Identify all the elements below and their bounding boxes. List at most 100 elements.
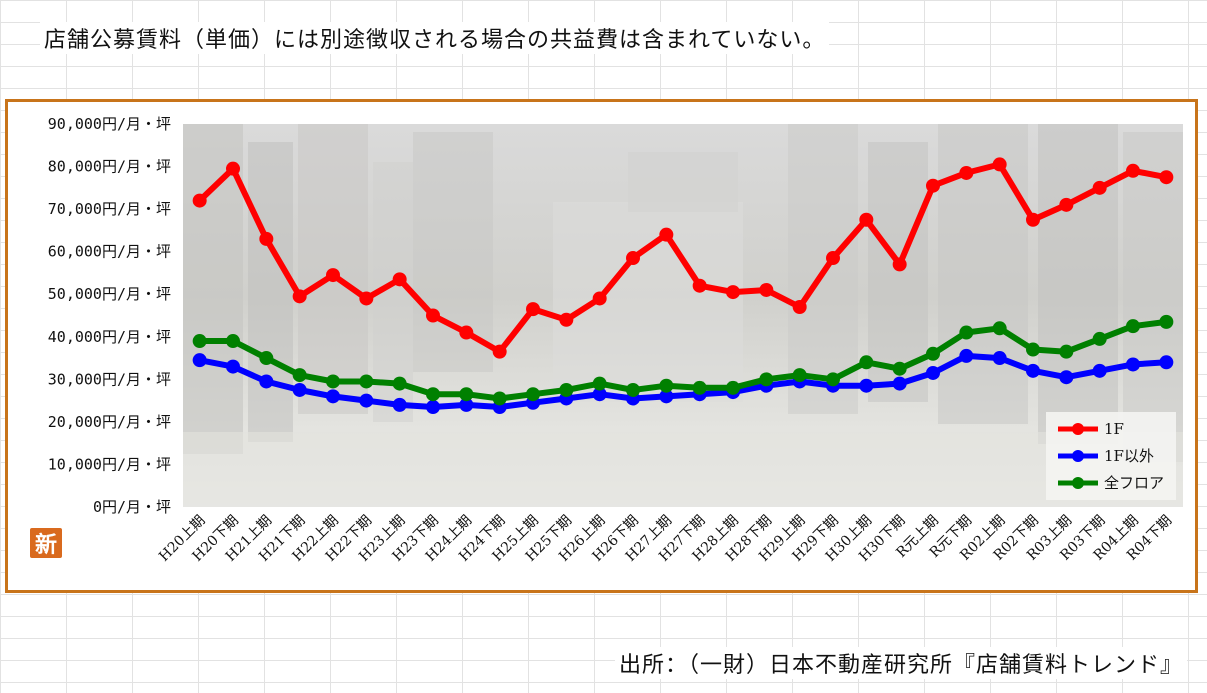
data-point (926, 365, 940, 380)
data-point (1126, 163, 1140, 178)
series-layer (192, 157, 1174, 414)
data-point (992, 351, 1007, 366)
y-tick-label: 0円/月・坪 (93, 498, 171, 516)
data-point (192, 353, 207, 368)
data-point (892, 376, 907, 391)
data-point (892, 257, 907, 272)
new-badge: 新 (30, 528, 62, 558)
legend-label: 1F (1104, 420, 1124, 438)
data-point (959, 348, 974, 363)
data-point (626, 382, 640, 397)
data-point (692, 380, 707, 395)
series-0 (192, 157, 1174, 359)
data-point (459, 397, 474, 412)
data-point (792, 299, 807, 314)
data-point (326, 389, 340, 404)
data-point (826, 251, 840, 266)
data-point (226, 334, 240, 349)
data-point (392, 272, 407, 287)
data-point (459, 325, 474, 340)
data-point (259, 231, 274, 246)
data-point (192, 193, 207, 208)
y-tick-label: 60,000円/月・坪 (48, 243, 171, 261)
data-point (292, 368, 307, 383)
y-axis: 0円/月・坪 10,000円/月・坪 20,000円/月・坪 30,000円/月・坪 4… (48, 115, 171, 516)
data-point (392, 376, 407, 391)
data-point (192, 334, 207, 349)
data-point (359, 393, 374, 408)
data-point (292, 382, 307, 397)
source-citation: 出所：（一財）日本不動産研究所『店舗賃料トレンド』 (614, 647, 1187, 679)
data-point (1159, 355, 1174, 370)
data-point (1126, 319, 1140, 334)
chart-frame: 0円/月・坪 10,000円/月・坪 20,000円/月・坪 30,000円/月・坪 4… (5, 99, 1198, 593)
y-tick-label: 90,000円/月・坪 (48, 115, 171, 133)
data-point (492, 344, 507, 359)
y-tick-label: 80,000円/月・坪 (48, 158, 171, 176)
y-tick-label: 40,000円/月・坪 (48, 328, 171, 346)
legend-swatch-marker (1072, 477, 1084, 489)
data-point (1026, 363, 1040, 378)
data-point (926, 178, 940, 193)
data-point (559, 382, 574, 397)
data-point (359, 291, 374, 306)
data-point (959, 165, 974, 180)
y-tick-label: 50,000円/月・坪 (48, 285, 171, 303)
data-point (859, 212, 874, 227)
data-point (592, 291, 607, 306)
data-point (1126, 357, 1140, 372)
chart-note: 店舗公募賃料（単価）には別途徴収される場合の共益費は含まれていない。 (40, 22, 830, 54)
data-point (1092, 363, 1107, 378)
data-point (1159, 170, 1174, 185)
x-axis: H20上期H20下期H21上期H21下期H22上期H22下期H23上期H23下期… (156, 513, 1175, 565)
data-point (859, 355, 874, 370)
data-point (492, 391, 507, 406)
plot-background (183, 124, 1183, 507)
data-point (659, 227, 674, 242)
data-point (426, 387, 440, 402)
data-point (226, 359, 240, 374)
data-point (526, 302, 540, 317)
data-point (359, 374, 374, 389)
data-point (1059, 370, 1074, 385)
data-point (759, 282, 774, 297)
data-point (559, 312, 574, 327)
legend-label: 全フロア (1104, 474, 1164, 492)
data-point (226, 161, 240, 176)
data-point (792, 368, 807, 383)
legend-swatch-marker (1072, 450, 1084, 462)
data-point (726, 285, 740, 300)
legend-label: 1F以外 (1104, 447, 1154, 465)
data-point (926, 346, 940, 361)
data-point (726, 380, 740, 395)
data-point (592, 387, 607, 402)
data-point (992, 157, 1007, 172)
series-2 (192, 314, 1174, 406)
data-point (292, 289, 307, 304)
data-point (1059, 197, 1074, 212)
y-tick-label: 70,000円/月・坪 (48, 200, 171, 218)
data-point (826, 372, 840, 387)
y-tick-label: 10,000円/月・坪 (48, 455, 171, 473)
data-point (1159, 314, 1174, 329)
data-point (326, 374, 340, 389)
data-point (959, 325, 974, 340)
data-point (592, 376, 607, 391)
data-point (759, 372, 774, 387)
y-tick-label: 30,000円/月・坪 (48, 370, 171, 388)
data-point (326, 268, 340, 283)
data-point (459, 387, 474, 402)
y-tick-label: 20,000円/月・坪 (48, 413, 171, 431)
data-point (1092, 331, 1107, 346)
data-point (259, 351, 274, 366)
data-point (692, 278, 707, 293)
rent-trend-chart: 0円/月・坪 10,000円/月・坪 20,000円/月・坪 30,000円/月・坪 4… (48, 115, 1183, 565)
data-point (859, 378, 874, 393)
data-point (526, 387, 540, 402)
data-point (1026, 212, 1040, 227)
data-point (426, 308, 440, 323)
data-point (1092, 180, 1107, 195)
legend-swatch-marker (1072, 423, 1084, 435)
data-point (626, 251, 640, 266)
